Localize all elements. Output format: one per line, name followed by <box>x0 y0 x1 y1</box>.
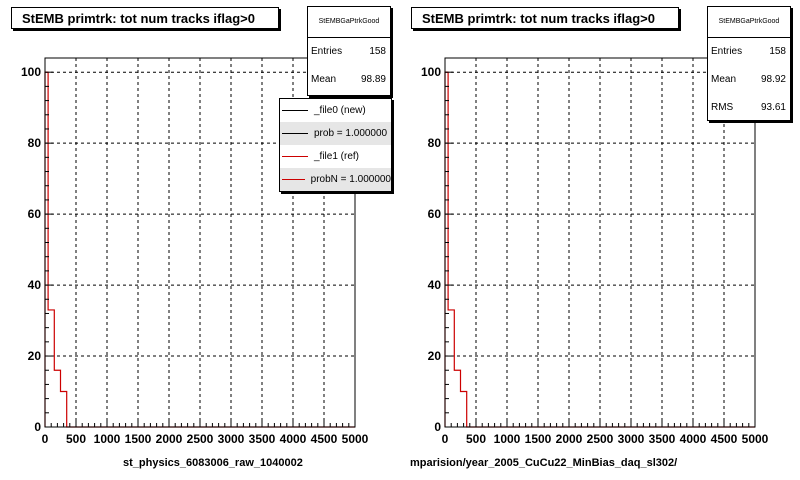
chart-1-x-tick-label: 500 <box>66 432 86 446</box>
stats-value: 158 <box>769 46 786 57</box>
chart-2-y-tick-label: 100 <box>421 65 441 79</box>
stats-label: Entries <box>311 46 343 57</box>
panel-1-stats-box: StEMBGaPtrkGood Entries 158 Mean 98.89 <box>307 6 391 96</box>
chart-1-y-tick-label: 60 <box>28 207 42 221</box>
chart-2-y-tick-label: 40 <box>428 278 442 292</box>
chart-1-y-tick-label: 80 <box>28 136 42 150</box>
stats-label: Entries <box>711 46 743 57</box>
stats-row-entries: Entries 158 <box>708 38 790 66</box>
legend-label: _file0 (new) <box>314 105 366 116</box>
panel-2-title: StEMB primtrk: tot num tracks iflag>0 <box>411 7 679 29</box>
chart-1-y-tick-label: 20 <box>28 349 42 363</box>
stats-row-rms: RMS 93.61 <box>708 94 790 122</box>
legend-swatch <box>282 133 308 134</box>
stats-label: Mean <box>311 74 337 85</box>
chart-2-x-tick-label: 0 <box>442 432 449 446</box>
chart-2-x-tick-label: 2500 <box>587 432 614 446</box>
legend-label: _file1 (ref) <box>314 151 360 162</box>
chart-2-x-tick-label: 4000 <box>680 432 707 446</box>
chart-1-x-tick-label: 3500 <box>249 432 276 446</box>
chart-1-x-tick-label: 0 <box>42 432 49 446</box>
chart-2-y-tick-label: 80 <box>428 136 442 150</box>
panel-1-legend: _file0 (new) prob = 1.000000 _file1 (ref… <box>279 98 392 192</box>
legend-entry-prob: prob = 1.000000 <box>280 122 391 145</box>
chart-1-x-tick-label: 2000 <box>156 432 183 446</box>
chart-2-x-tick-label: 3000 <box>618 432 645 446</box>
chart-2-x-tick-label: 1500 <box>525 432 552 446</box>
stats-value: 98.89 <box>360 74 386 85</box>
chart-1-y-tick-label: 40 <box>28 278 42 292</box>
legend-label: probN = 1.000000 <box>310 174 391 185</box>
chart-1-x-tick-label: 3000 <box>218 432 245 446</box>
stats-label: Mean <box>711 74 737 85</box>
chart-2-x-tick-label: 500 <box>466 432 486 446</box>
legend-label: prob = 1.000000 <box>314 128 388 139</box>
stats-value: 98.92 <box>760 74 786 85</box>
chart-2-x-tick-label: 3500 <box>649 432 676 446</box>
chart-1-x-tick-label: 1000 <box>94 432 121 446</box>
stats-row-entries: Entries 158 <box>308 38 390 66</box>
chart-2-x-tick-label: 1000 <box>494 432 521 446</box>
chart-2-y-tick-label: 20 <box>428 349 442 363</box>
chart-1-y-tick-label: 100 <box>21 65 41 79</box>
chart-1-x-tick-label: 4500 <box>311 432 338 446</box>
chart-2-y-tick-label: 0 <box>434 420 441 434</box>
stats-row-mean: Mean 98.92 <box>708 66 790 94</box>
legend-entry-file0: _file0 (new) <box>280 99 391 122</box>
chart-2-x-tick-label: 2000 <box>556 432 583 446</box>
legend-swatch <box>282 110 308 111</box>
legend-swatch <box>282 179 305 180</box>
chart-1-x-tick-label: 4000 <box>280 432 307 446</box>
chart-2-x-tick-label: 5000 <box>742 432 769 446</box>
stats-box-name: StEMBGaPtrkGood <box>308 7 390 38</box>
chart-1-y-tick-label: 0 <box>34 420 41 434</box>
stats-box-name: StEMBGaPtrkGood <box>708 7 790 38</box>
panel-1-title: StEMB primtrk: tot num tracks iflag>0 <box>11 7 279 29</box>
chart-1-x-tick-label: 5000 <box>342 432 369 446</box>
panel-2-stats-box: StEMBGaPtrkGood Entries 158 Mean 98.92 R… <box>707 6 791 121</box>
chart-2-y-tick-label: 60 <box>428 207 442 221</box>
panel-1-footer: st_physics_6083006_raw_1040002 <box>123 457 303 469</box>
stats-row-mean: Mean 98.89 <box>308 66 390 94</box>
legend-entry-file1: _file1 (ref) <box>280 145 391 168</box>
chart-1-x-tick-label: 2500 <box>187 432 214 446</box>
legend-entry-probn: probN = 1.000000 <box>280 168 391 191</box>
chart-1-x-tick-label: 1500 <box>125 432 152 446</box>
legend-swatch <box>282 156 308 157</box>
stats-label: RMS <box>711 102 734 113</box>
chart-2-x-tick-label: 4500 <box>711 432 738 446</box>
stats-value: 158 <box>369 46 386 57</box>
panel-2-footer: mparision/year_2005_CuCu22_MinBias_daq_s… <box>410 457 678 469</box>
stats-value: 93.61 <box>760 102 786 113</box>
